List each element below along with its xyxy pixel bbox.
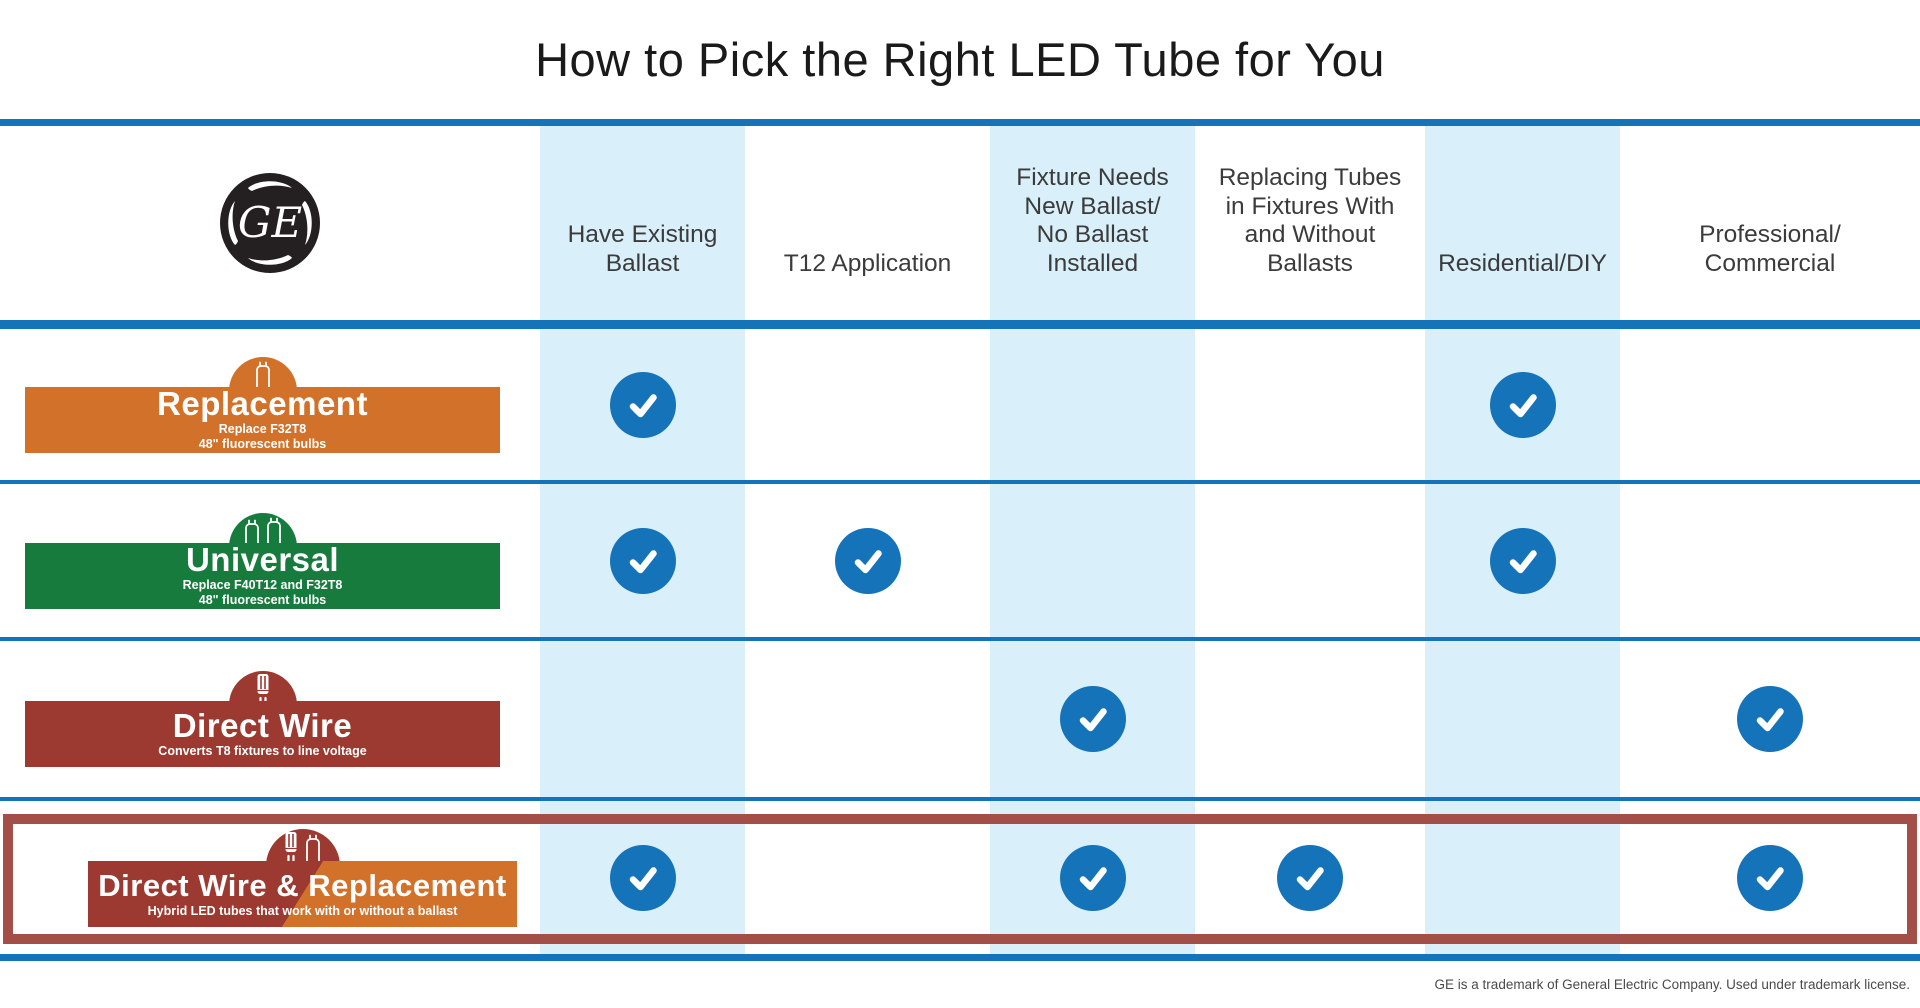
row-divider xyxy=(0,480,1920,484)
table-row-direct-wire-and-replacement: Direct Wire & Replacement Hybrid LED tub… xyxy=(0,801,1920,954)
table-cell xyxy=(745,484,990,637)
column-header-professional-commercial: Professional/ Commercial xyxy=(1699,221,1841,277)
title-divider xyxy=(0,119,1920,126)
product-subtitle: Replace F32T8 48" fluorescent bulbs xyxy=(198,422,327,451)
product-name: Universal xyxy=(185,541,340,578)
row-label-cell: Replacement Replace F32T8 48" fluorescen… xyxy=(0,329,540,480)
product-subtitle: Replace F40T12 and F32T8 48" fluorescent… xyxy=(182,578,343,607)
banner-plate: Direct Wire & Replacement Hybrid LED tub… xyxy=(88,860,517,927)
ge-logo: GE xyxy=(0,126,540,320)
checkmark-icon xyxy=(1489,527,1556,594)
table-cell xyxy=(1425,484,1620,637)
page-title: How to Pick the Right LED Tube for You xyxy=(535,33,1385,86)
table-cell xyxy=(745,641,990,797)
table-cell xyxy=(540,329,745,480)
checkmark-icon xyxy=(834,527,901,594)
column-header-fixture-needs-new-ballast: Fixture Needs New Ballast/ No Ballast In… xyxy=(1016,164,1169,277)
row-divider xyxy=(0,637,1920,641)
table-cell xyxy=(990,641,1195,797)
table-cell xyxy=(1620,801,1920,954)
row-label-cell: Universal Replace F40T12 and F32T8 48" f… xyxy=(0,484,540,637)
svg-text:GE: GE xyxy=(238,198,302,247)
table-cell xyxy=(1195,801,1425,954)
product-subtitle: Hybrid LED tubes that work with or witho… xyxy=(147,903,458,918)
table-row-direct-wire: Direct Wire Converts T8 fixtures to line… xyxy=(0,641,1920,797)
checkmark-icon xyxy=(1059,686,1126,752)
product-banner-replacement: Replacement Replace F32T8 48" fluorescen… xyxy=(25,356,500,453)
comparison-table: GE Have Existing Ballast T12 Application… xyxy=(0,126,1920,961)
table-cell xyxy=(990,801,1195,954)
product-subtitle: Converts T8 fixtures to line voltage xyxy=(158,744,367,758)
table-cell xyxy=(1620,641,1920,797)
row-divider xyxy=(0,797,1920,801)
table-cell xyxy=(1195,641,1425,797)
ge-monogram-icon: GE xyxy=(220,173,320,273)
banner-plate: Replacement Replace F32T8 48" fluorescen… xyxy=(25,385,500,453)
checkmark-icon xyxy=(609,371,676,438)
column-header-replacing-tubes: Replacing Tubes in Fixtures With and Wit… xyxy=(1218,164,1402,277)
banner-plate: Direct Wire Converts T8 fixtures to line… xyxy=(25,701,500,767)
table-cell xyxy=(990,329,1195,480)
table-cell xyxy=(1425,801,1620,954)
table-row-replacement: Replacement Replace F32T8 48" fluorescen… xyxy=(0,329,1920,480)
table-cell xyxy=(1425,641,1620,797)
table-cell xyxy=(1620,329,1920,480)
table-cell xyxy=(1195,484,1425,637)
column-header-residential-diy: Residential/DIY xyxy=(1438,249,1607,277)
trademark-disclaimer: GE is a trademark of General Electric Co… xyxy=(1434,976,1910,992)
checkmark-icon xyxy=(1737,844,1803,911)
table-cell xyxy=(1195,329,1425,480)
product-name: Replacement xyxy=(157,385,368,422)
checkmark-icon xyxy=(1737,686,1803,752)
column-header-t12-application: T12 Application xyxy=(783,249,952,277)
checkmark-icon xyxy=(609,844,676,911)
row-label-cell: Direct Wire & Replacement Hybrid LED tub… xyxy=(0,801,540,954)
checkmark-icon xyxy=(1489,371,1556,438)
table-header: GE Have Existing Ballast T12 Application… xyxy=(0,126,1920,320)
table-cell xyxy=(990,484,1195,637)
table-cell xyxy=(745,801,990,954)
column-header-have-existing-ballast: Have Existing Ballast xyxy=(567,221,718,277)
checkmark-icon xyxy=(1277,844,1343,911)
table-row-universal: Universal Replace F40T12 and F32T8 48" f… xyxy=(0,484,1920,637)
product-banner-direct-wire: Direct Wire Converts T8 fixtures to line… xyxy=(25,671,500,767)
table-cell xyxy=(1620,484,1920,637)
product-banner-universal: Universal Replace F40T12 and F32T8 48" f… xyxy=(25,512,500,609)
product-banner-direct-wire-and-replacement: Direct Wire & Replacement Hybrid LED tub… xyxy=(88,828,517,927)
banner-plate: Universal Replace F40T12 and F32T8 48" f… xyxy=(25,541,500,609)
table-cell xyxy=(540,641,745,797)
checkmark-icon xyxy=(1059,844,1126,911)
header-divider xyxy=(0,320,1920,329)
product-name: Direct Wire xyxy=(172,707,353,744)
footer: GE is a trademark of General Electric Co… xyxy=(0,961,1920,1007)
table-cell xyxy=(745,329,990,480)
table-cell xyxy=(1425,329,1620,480)
bottom-divider xyxy=(0,954,1920,961)
table-cell xyxy=(540,484,745,637)
product-name: Direct Wire & Replacement xyxy=(98,867,507,903)
title-block: How to Pick the Right LED Tube for You xyxy=(0,0,1920,119)
checkmark-icon xyxy=(609,527,676,594)
row-label-cell: Direct Wire Converts T8 fixtures to line… xyxy=(0,641,540,797)
highlighted-row-section: Direct Wire & Replacement Hybrid LED tub… xyxy=(0,801,1920,954)
table-cell xyxy=(540,801,745,954)
